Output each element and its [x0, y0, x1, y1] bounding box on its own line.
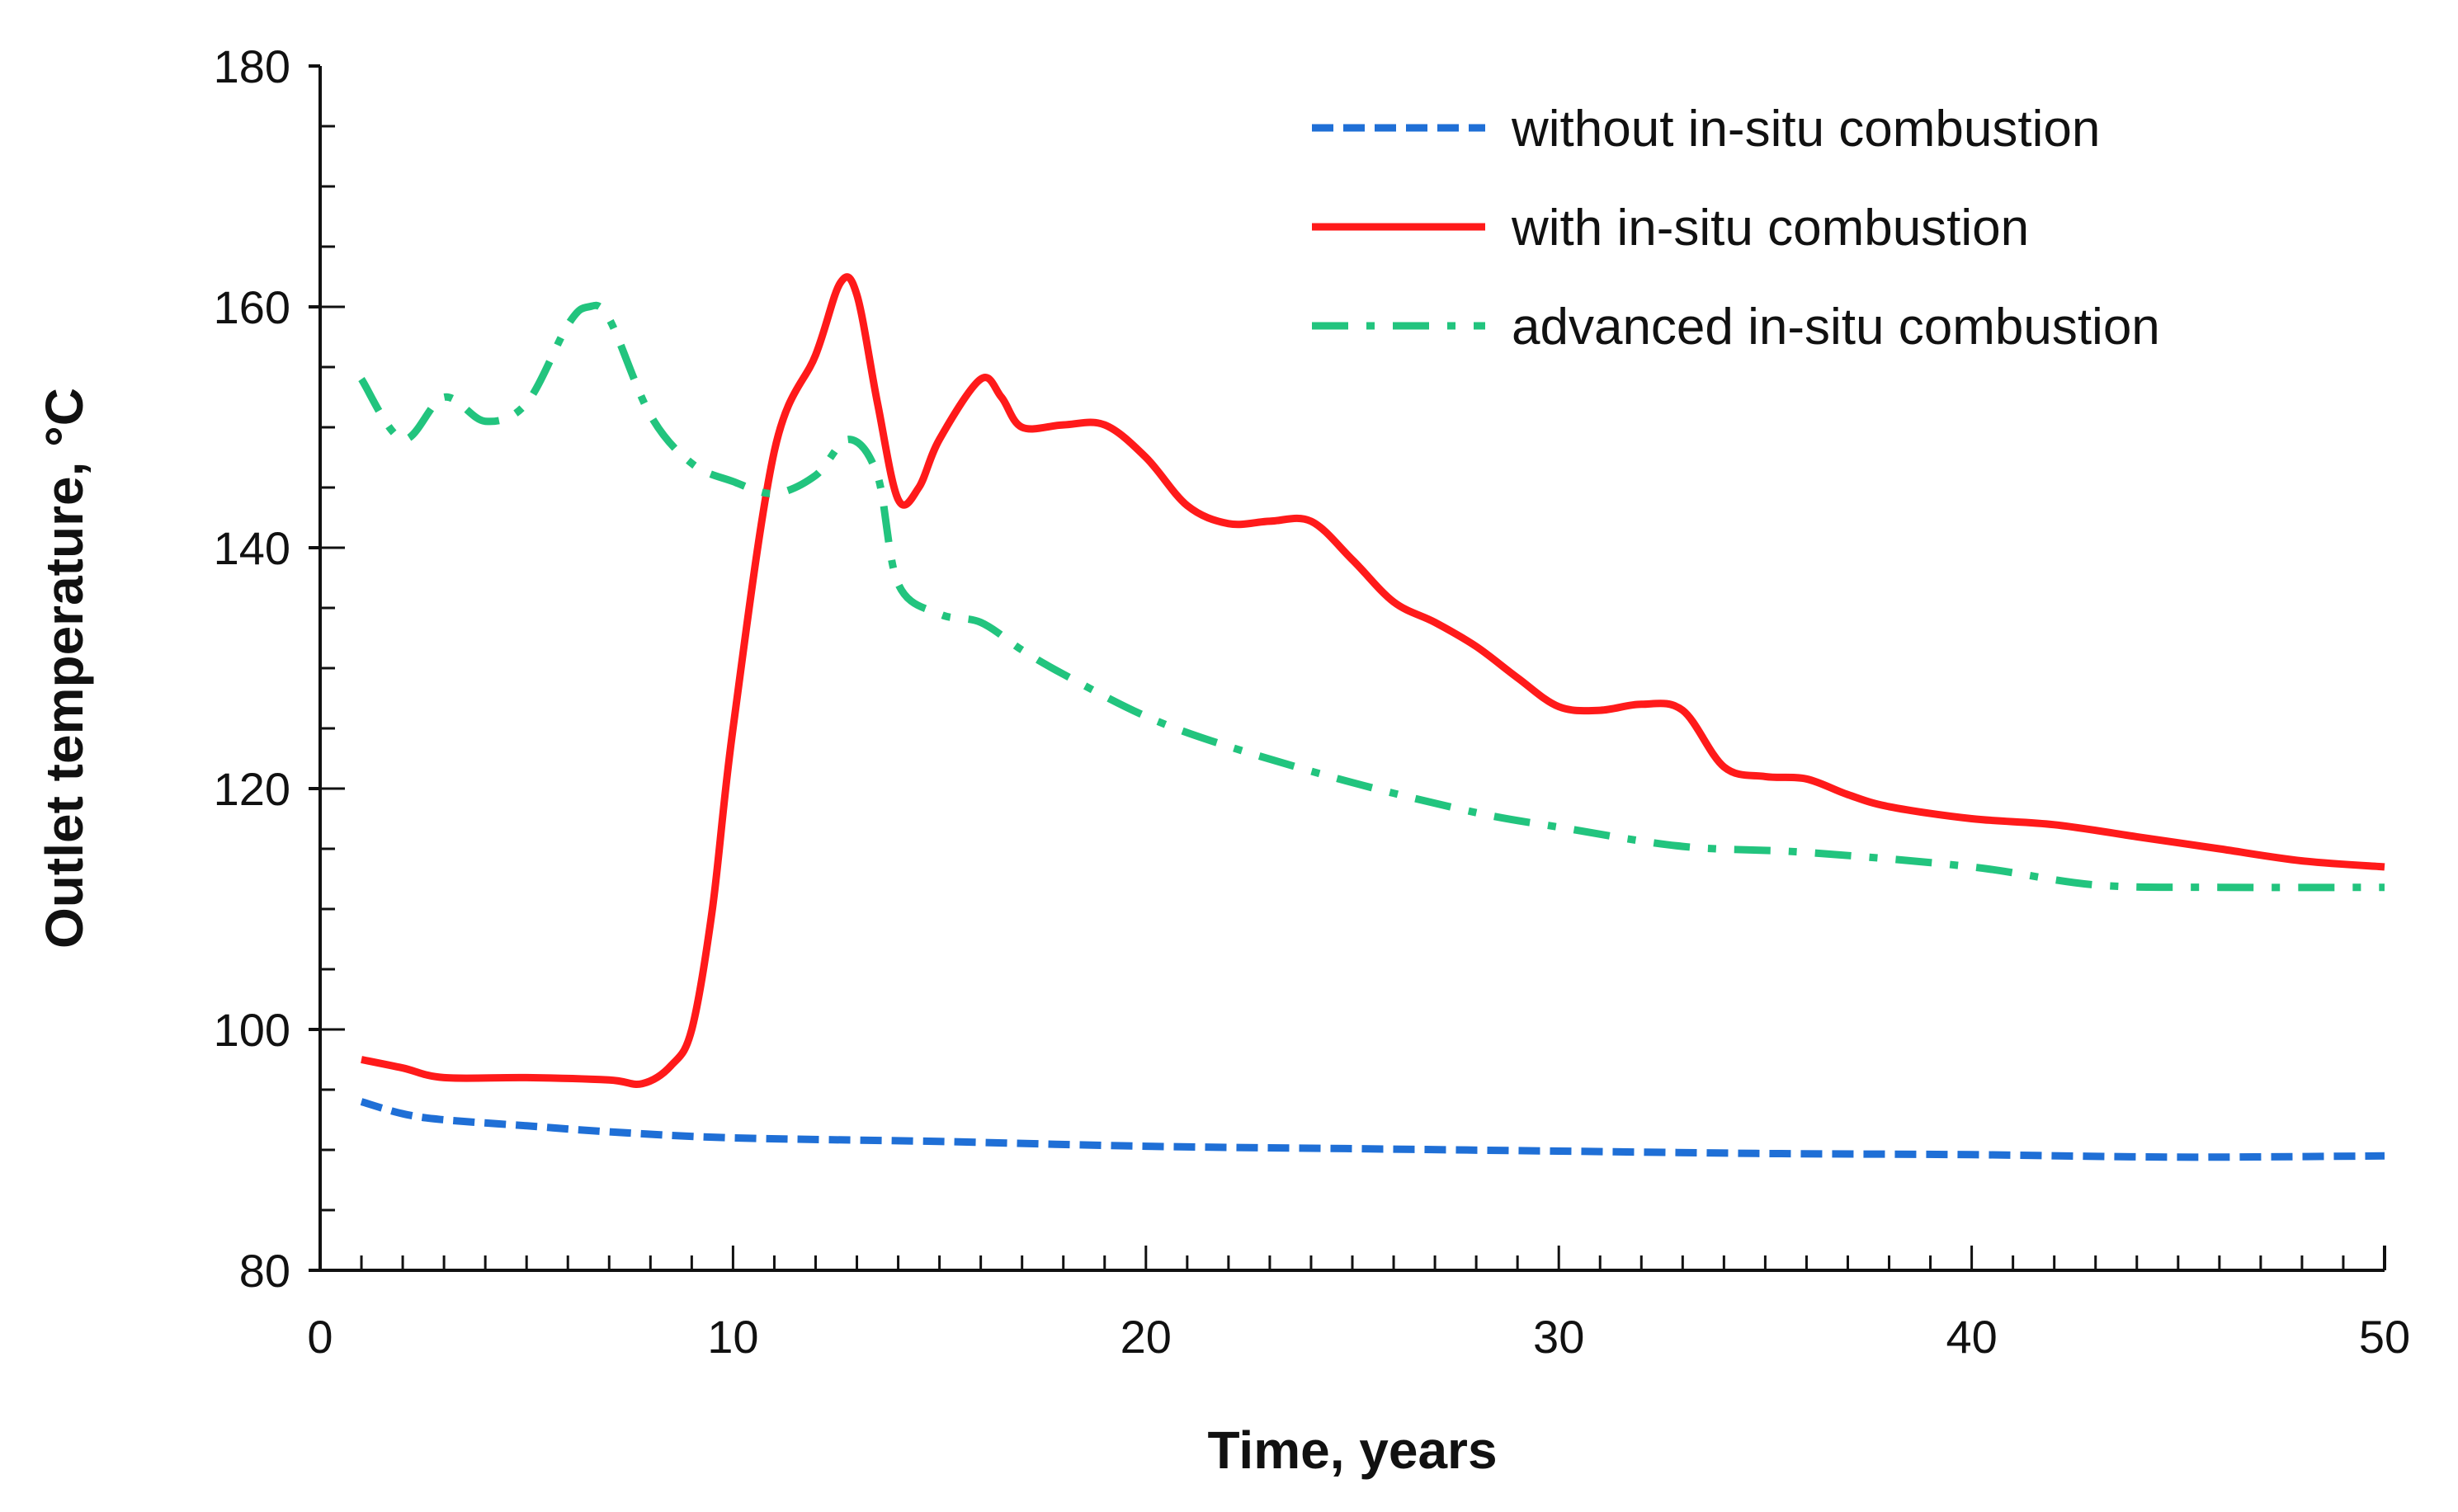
series-layer [358, 273, 2385, 1161]
chart-axes [309, 64, 2386, 1272]
legend-label-1: without in-situ combustion [1511, 101, 2100, 158]
y-tick-label: 160 [214, 281, 290, 333]
legend-label-2: with in-situ combustion [1511, 200, 2029, 257]
y-tick-label: 100 [214, 1004, 290, 1056]
x-tick-label: 50 [2359, 1311, 2410, 1363]
y-tick-label: 120 [214, 763, 290, 815]
series-line-1 [360, 1098, 2385, 1161]
legend: without in-situ combustion with in-situ c… [1312, 101, 2160, 356]
legend-label-3: advanced in-situ combustion [1512, 299, 2160, 356]
x-tick-label: 20 [1120, 1311, 1172, 1363]
x-axis-title: Time, years [1207, 1420, 1497, 1480]
y-tick-label: 180 [214, 40, 290, 92]
series-line-3 [358, 301, 2385, 892]
series-line-2 [361, 273, 2385, 1088]
y-axis-title: Outlet temperature, °C [35, 388, 94, 949]
x-tick-label: 0 [307, 1311, 333, 1363]
x-tick-label: 40 [1946, 1311, 1997, 1363]
x-tick-label: 30 [1533, 1311, 1584, 1363]
y-tick-label: 140 [214, 522, 290, 574]
y-tick-label: 80 [239, 1245, 290, 1297]
x-tick-label: 10 [707, 1311, 758, 1363]
tick-labels: 0 10 20 30 40 50 80 100 120 140 160 180 [214, 40, 2411, 1363]
